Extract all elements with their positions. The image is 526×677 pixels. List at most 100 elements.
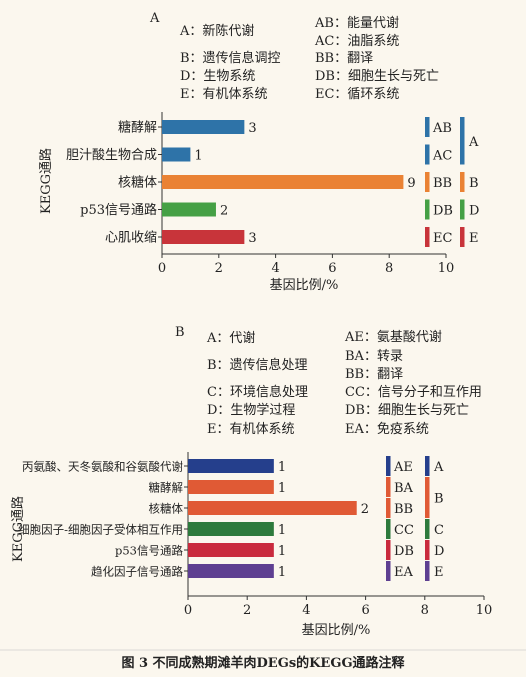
panel-a-code-label: AB [432,121,452,136]
panel-b-group-label: C [434,523,444,538]
panel-b-bar [188,501,357,515]
panel-a-code-marker [425,199,430,220]
panel-b-x-tick-label: 10 [476,603,493,618]
panel-b-legend-item: B：遗传信息处理 [207,357,308,373]
panel-b-bar-value-label: 2 [361,502,369,517]
panel-b-legend-item: BA：转录 [345,349,403,364]
panel-a-bar [162,147,191,162]
panel-a-bar-value-label: 3 [248,121,256,136]
panel-b-x-axis-label: 基因比例/% [302,623,371,638]
panel-b-group-marker [425,477,430,518]
panel-a-legend-item: B：遗传信息调控 [180,50,281,66]
panel-a-group-label: E [469,231,479,246]
panel-b-group-marker [425,540,430,560]
panel-b-bar-value-label: 1 [278,544,286,559]
panel-b-category-label: 糖酵解 [149,481,184,495]
panel-b-x-tick-label: 8 [421,603,429,618]
panel-a-group-label: D [469,204,479,219]
panel-b-code-label: BA [394,481,414,496]
panel-a-legend-item: AC：油脂系统 [314,34,399,49]
panel-b-legend-item: BB：翻译 [345,367,403,382]
panel-b-code-label: AE [393,460,413,475]
panel-b-group-label: D [434,544,444,559]
panel-a-bar [162,202,216,217]
panel-b-legend-item: A：代谢 [206,330,255,346]
panel-a-bar-value-label: 3 [248,231,256,246]
panel-a-group-marker [460,227,465,247]
panel-a-code-label: BB [433,176,452,191]
panel-b-code-label: DB [394,544,414,559]
panel-b-legend-item: EA：免疫系统 [345,421,429,437]
panel-b-code-marker [386,561,391,581]
panel-b-legend-item: CC：信号分子和互作用 [345,385,482,400]
panel-b-code-label: BB [394,502,413,517]
panel-b-category-label: 丙氨酸、天冬氨酸和谷氨酸代谢 [22,460,183,474]
panel-a-bar [162,230,245,244]
panel-a-code-label: AC [432,149,452,164]
panel-a-category-label: p53信号通路 [80,202,157,218]
panel-b-code-marker [386,519,391,539]
panel-b-x-tick-label: 4 [302,603,310,618]
panel-a-group-label: B [469,176,479,191]
panel-a-code-marker [425,144,430,165]
panel-a-bar [162,175,404,189]
panel-b-x-tick-label: 2 [243,603,251,618]
panel-a-group-marker [460,199,465,220]
panel-b-group-label: A [433,460,444,475]
panel-b-plot: 0 2 4 6 8 10 丙氨酸、天冬氨酸和谷氨酸代谢 1 糖酵解 1 核糖体 2 细胞因子-细胞因子受… [18,452,492,618]
panel-a-category-label: 心肌收缩 [105,230,157,246]
panel-a-category-label: 胆汁酸生物合成 [66,148,157,163]
panel-b-group-marker [425,561,430,581]
panel-b: B A：代谢 B：遗传信息处理 C：环境信息处理 D：生物学过程 E：有机体系统… [10,325,492,638]
panel-a-letter: A [149,11,160,26]
panel-b-x-tick-label: 0 [184,603,192,618]
panel-a-legend-item: DB：细胞生长与死亡 [315,69,439,84]
panel-a-bar [162,120,245,134]
panel-a-legend-item: AB：能量代谢 [314,15,399,31]
panel-b-bar [188,480,274,494]
panel-b-letter: B [175,325,185,340]
panel-a-x-tick-label: 10 [438,261,455,276]
figure-caption: 图 3 不同成熟期滩羊肉DEGs的KEGG通路注释 [121,655,405,671]
panel-b-group-marker [425,456,430,476]
panel-a-legend-item: E：有机体系统 [180,87,268,102]
panel-a-code-marker [425,172,430,192]
panel-b-bar-value-label: 1 [278,565,286,580]
panel-a-x-tick-label: 6 [328,261,336,276]
panel-b-group-label: B [434,492,444,507]
panel-b-bar [188,522,274,536]
panel-b-category-label: 趋化因子信号通路 [91,565,183,579]
panel-a-bar-value-label: 1 [194,149,202,164]
panel-b-bar [188,459,274,473]
panel-a-code-marker [425,227,430,247]
panel-b-legend-item: D：生物学过程 [207,402,295,418]
panel-b-y-axis-label: KEGG通路 [10,496,26,562]
panel-b-x-tick-label: 6 [361,603,369,618]
panel-b-legend-item: AE：氨基酸代谢 [344,329,442,345]
panel-a: A A：新陈代谢 B：遗传信息调控 D：生物系统 E：有机体系统 AB：能量代谢… [38,11,479,293]
panel-a-group-marker [460,117,465,165]
panel-b-code-marker [386,540,391,560]
panel-b-category-label: 核糖体 [149,502,184,516]
panel-a-x-tick-label: 0 [158,261,166,276]
panel-a-legend-item: BB：翻译 [315,51,373,66]
panel-a-code-label: DB [433,204,453,219]
panel-b-code-marker [386,498,391,518]
panel-b-bar-value-label: 1 [278,523,286,538]
panel-a-x-tick-label: 8 [385,261,393,276]
panel-a-group-label: A [468,135,479,150]
panel-a-x-tick-label: 2 [215,261,223,276]
panel-a-x-axis-label: 基因比例/% [270,278,339,293]
panel-b-code-marker [386,456,391,476]
panel-b-bar-value-label: 1 [278,481,286,496]
panel-a-x-tick-label: 4 [271,261,279,276]
panel-b-bar [188,543,274,557]
panel-b-group-label: E [434,565,444,580]
panel-a-category-label: 核糖体 [118,175,157,191]
panel-a-bar-value-label: 9 [407,176,415,191]
panel-a-bar-value-label: 2 [220,204,228,219]
panel-b-category-label: p53信号通路 [115,544,183,558]
panel-a-legend-item: EC：循环系统 [315,87,399,102]
